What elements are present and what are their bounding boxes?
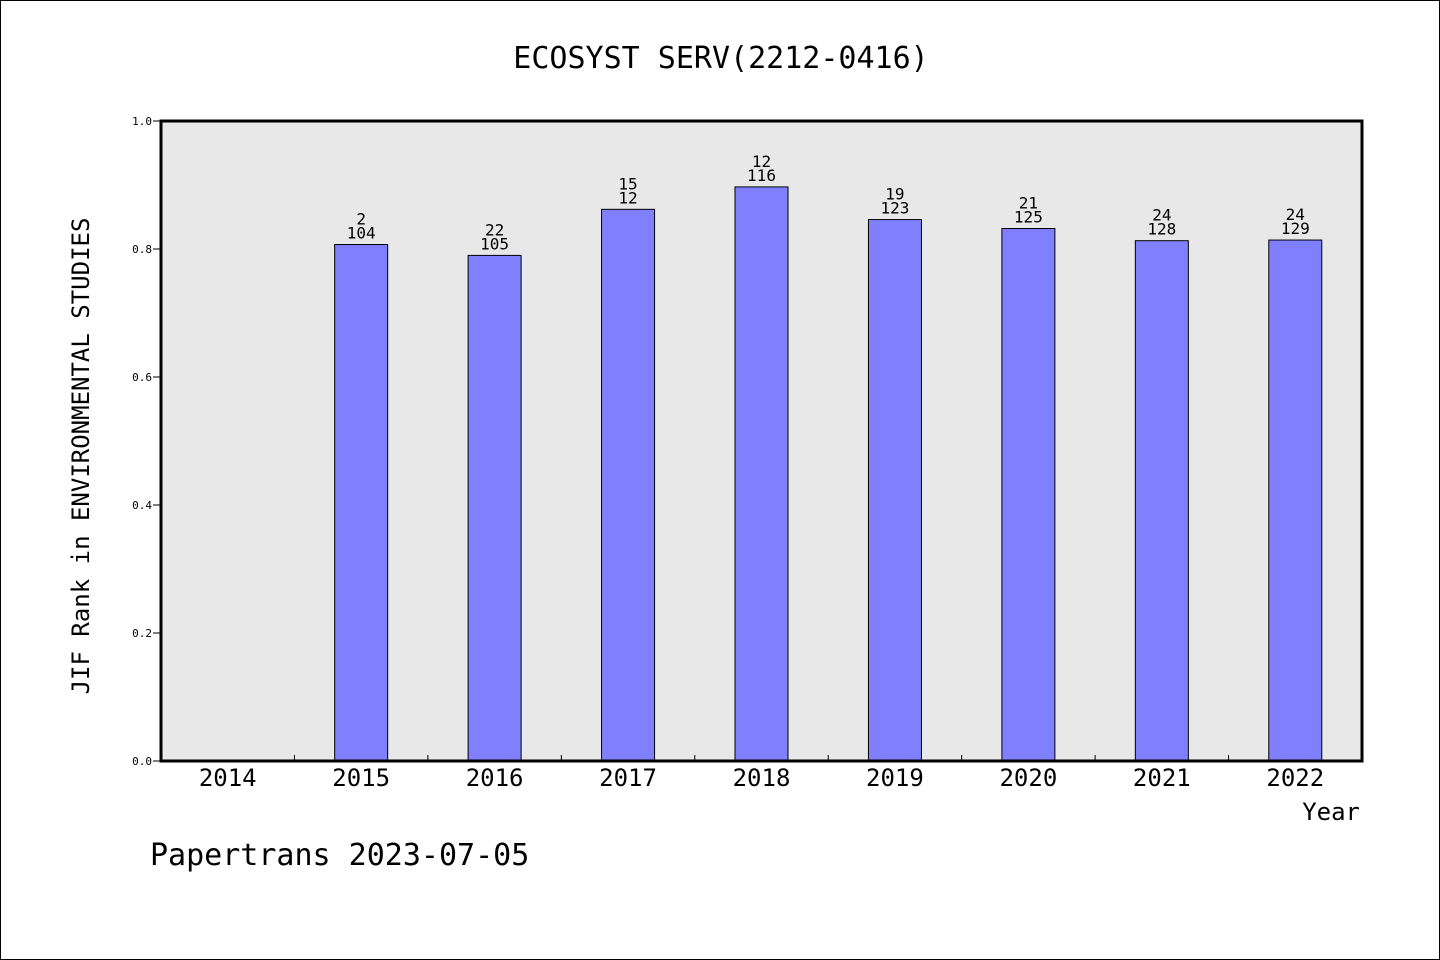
x-tick-label-2018: 2018 (733, 764, 791, 792)
bar-label-bottom-2021: 128 (1147, 220, 1176, 239)
bar-label-top-2016: 22 (485, 220, 504, 239)
bar-label-bottom-2019: 123 (880, 199, 909, 218)
bar-label-top-2019: 19 (885, 185, 904, 204)
bar-2020 (1001, 228, 1056, 762)
plot-area: 2014210420152210520161512201712116201819… (132, 115, 1364, 792)
bar-label-bottom-2015: 104 (347, 224, 376, 243)
bar-label-bottom-2022: 129 (1281, 219, 1310, 238)
plot-border (159, 119, 1364, 763)
x-tick-label-2015: 2015 (332, 764, 390, 792)
footer-stamp: Papertrans 2023-07-05 (150, 838, 529, 873)
bar-2022 (1268, 239, 1323, 762)
x-tick-label-2016: 2016 (466, 764, 524, 792)
y-tick-label: 0.0 (132, 755, 152, 768)
bar-2016 (467, 254, 522, 762)
bar-label-top-2017: 15 (618, 174, 637, 193)
y-tick-label: 0.4 (132, 499, 152, 512)
bar-label-top-2022: 24 (1286, 205, 1305, 224)
x-tick-label-2021: 2021 (1133, 764, 1191, 792)
y-tick-label: 0.2 (132, 627, 152, 640)
bar-label-top-2020: 21 (1019, 194, 1038, 213)
chart-title: ECOSYST SERV(2212-0416) (513, 41, 928, 76)
x-tick-label-2019: 2019 (866, 764, 924, 792)
y-tick-label: 1.0 (132, 115, 152, 128)
x-axis-label: Year (1302, 798, 1360, 826)
x-tick-label-2017: 2017 (599, 764, 657, 792)
x-tick-label-2020: 2020 (999, 764, 1057, 792)
bar-2019 (867, 219, 922, 762)
y-tick-label: 0.6 (132, 371, 152, 384)
bar-label-top-2021: 24 (1152, 206, 1171, 225)
bar-2018 (734, 186, 789, 762)
bar-label-bottom-2016: 105 (480, 234, 509, 253)
bar-label-bottom-2020: 125 (1014, 208, 1043, 227)
x-tick-label-2022: 2022 (1266, 764, 1324, 792)
y-axis-label: JIF Rank in ENVIRONMENTAL STUDIES (67, 218, 95, 695)
bar-label-bottom-2018: 116 (747, 166, 776, 185)
y-tick-label: 0.8 (132, 243, 152, 256)
bar-label-top-2015: 2 (356, 210, 366, 229)
bar-2021 (1134, 240, 1189, 762)
bar-2017 (601, 208, 656, 762)
bar-2015 (334, 244, 389, 762)
bar-label-bottom-2017: 12 (618, 188, 637, 207)
bar-label-top-2018: 12 (752, 152, 771, 171)
x-tick-label-2014: 2014 (199, 764, 257, 792)
